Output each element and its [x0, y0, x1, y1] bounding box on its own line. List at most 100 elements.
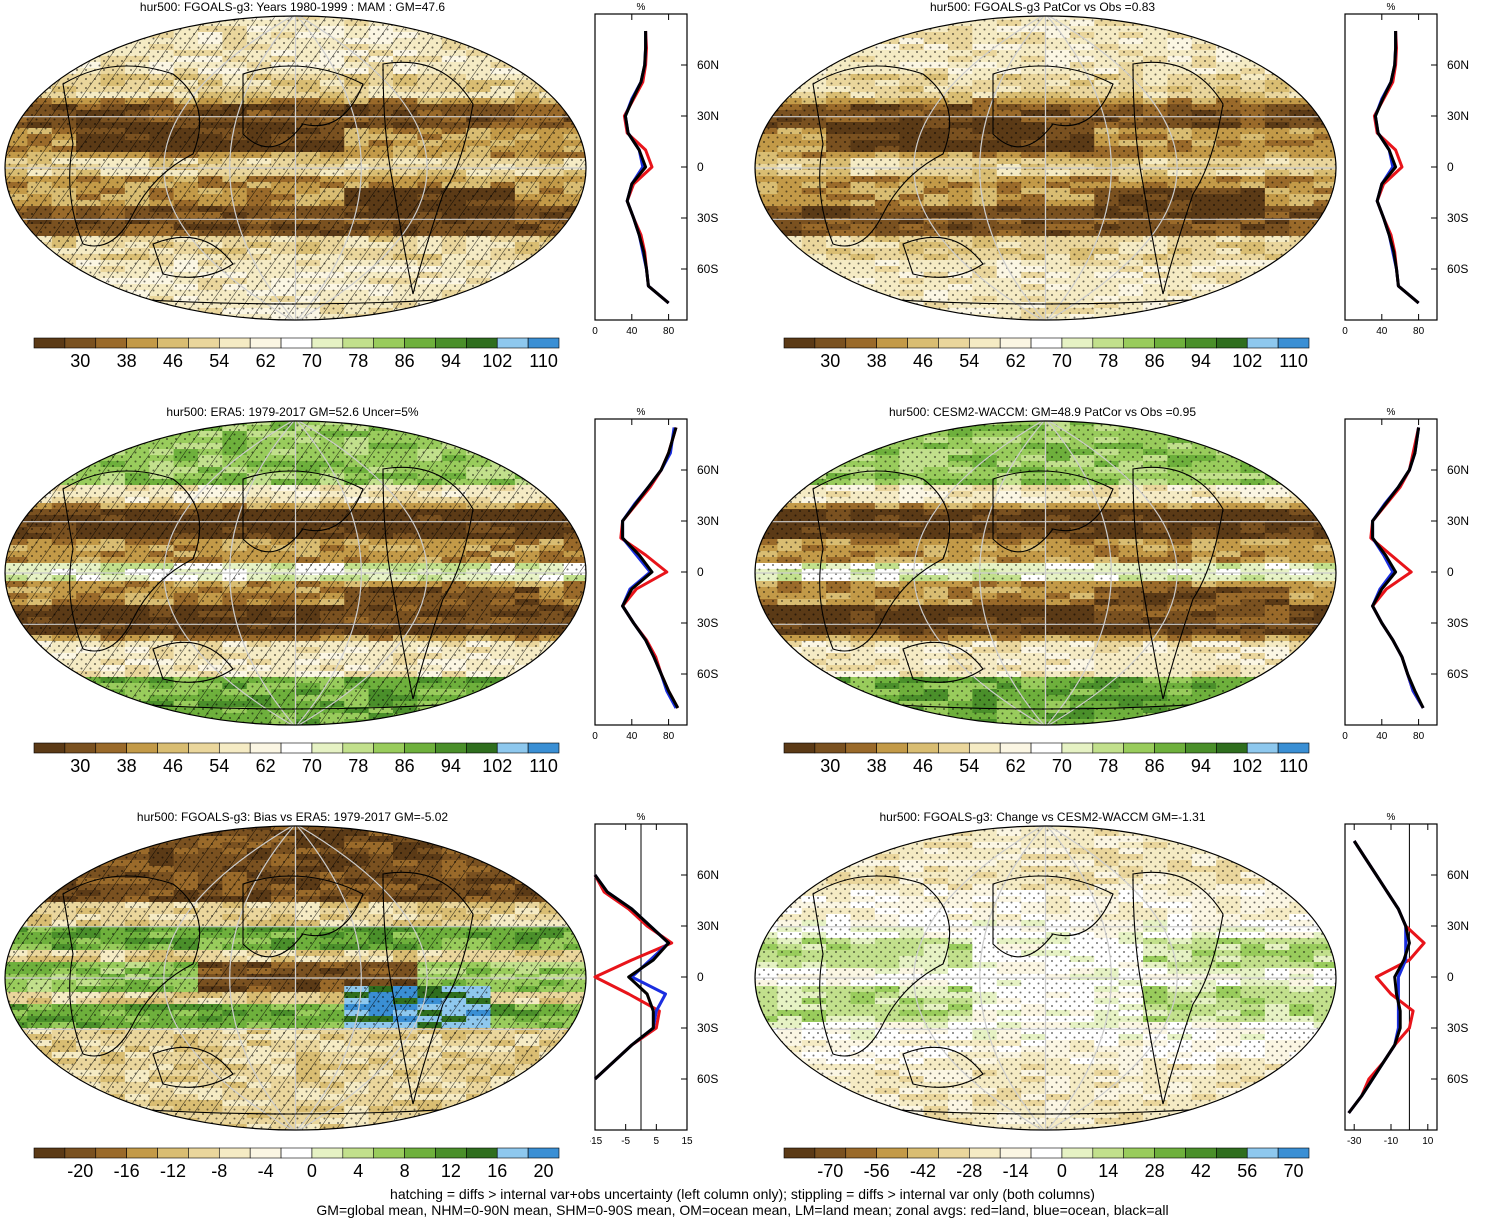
- map-cell: [826, 38, 852, 45]
- map-cell: [755, 509, 779, 516]
- map-cell: [5, 647, 29, 654]
- map-cell: [5, 509, 29, 516]
- map-cell: [539, 290, 565, 297]
- map-cell: [777, 278, 803, 285]
- map-cell: [1289, 290, 1315, 297]
- map-cell: [100, 713, 126, 720]
- x-tick-label: 40: [626, 731, 638, 742]
- map-cell: [27, 671, 53, 678]
- map-cell: [1216, 431, 1242, 438]
- colorbar-swatch: [845, 337, 877, 349]
- map-cell: [51, 32, 78, 39]
- map-cell: [826, 449, 852, 456]
- map-cell: [51, 62, 78, 69]
- map-cell: [27, 266, 53, 273]
- map-cell: [539, 443, 565, 450]
- map-cell: [874, 20, 901, 27]
- map-cell: [51, 278, 78, 285]
- map-cell: [539, 449, 565, 456]
- colorbar-swatch: [968, 337, 1001, 349]
- coastline: [812, 65, 951, 247]
- map-cell: [826, 284, 852, 291]
- map-cell: [1119, 320, 1144, 322]
- colorbar-swatch: [1030, 337, 1063, 349]
- map-cell: [539, 713, 565, 720]
- map-cell: [1313, 92, 1336, 99]
- map-cell: [173, 719, 199, 725]
- map-cell: [899, 20, 925, 27]
- map-cell: [563, 278, 586, 285]
- map-cell: [801, 296, 828, 303]
- map-cell: [27, 38, 53, 45]
- map-cell: [563, 74, 586, 81]
- map-cell: [466, 719, 492, 725]
- map-cell: [27, 44, 53, 51]
- map-cell: [563, 491, 586, 498]
- map-cell: [5, 503, 29, 510]
- map-cell: [5, 74, 29, 81]
- map-cell: [801, 62, 828, 69]
- map-cell: [564, 725, 588, 727]
- map-cell: [76, 16, 102, 21]
- graticule-meridian: [979, 16, 1046, 320]
- colorbar-swatch: [1092, 337, 1125, 349]
- map-cell: [393, 16, 419, 21]
- map-cell: [539, 56, 565, 63]
- map-cell: [320, 320, 345, 322]
- map-cell: [777, 284, 803, 291]
- map-cell: [490, 695, 516, 702]
- map-cell: [247, 320, 272, 322]
- map-cell: [1313, 236, 1336, 243]
- map-cell: [27, 455, 53, 462]
- map-cell: [1191, 308, 1218, 315]
- map-cell: [515, 725, 540, 727]
- map-cell: [755, 68, 779, 75]
- map-cell: [777, 320, 802, 322]
- map-cell: [514, 290, 541, 297]
- map-cell: [466, 701, 492, 708]
- map-cell: [563, 425, 586, 432]
- map-cell: [801, 272, 828, 279]
- map-cell: [539, 659, 565, 666]
- map-cell: [801, 266, 828, 273]
- y-tick-label: 30N: [697, 514, 719, 528]
- robinson-map: [4, 420, 588, 727]
- graticule-meridian: [1045, 16, 1178, 320]
- map-cell: [1313, 302, 1336, 309]
- map-cell: [563, 248, 586, 255]
- panel-title: hur500: FGOALS-g3: Years 1980-1999 : MAM…: [139, 0, 446, 14]
- map-cell: [850, 425, 876, 432]
- map-cell: [539, 16, 565, 21]
- map-cell: [174, 725, 199, 727]
- map-cell: [1167, 16, 1193, 21]
- map-cell: [51, 302, 78, 309]
- map-cell: [100, 707, 126, 714]
- map-cell: [100, 16, 126, 21]
- x-tick-label: 40: [1376, 326, 1388, 337]
- map-cell: [755, 38, 779, 45]
- map-cell: [1143, 16, 1169, 21]
- colorbar-swatch: [249, 337, 282, 349]
- map-cell: [850, 16, 876, 21]
- map-cell: [1216, 32, 1242, 39]
- map-cell: [755, 497, 779, 504]
- graticule-meridian: [163, 421, 296, 725]
- map-cell: [5, 641, 29, 648]
- map-cell: [563, 86, 586, 93]
- map-cell: [1289, 425, 1315, 432]
- map-cell: [514, 455, 541, 462]
- map-cell: [1240, 314, 1266, 320]
- map-cell: [1240, 425, 1266, 432]
- map-cell: [801, 671, 828, 678]
- map-cell: [563, 230, 586, 237]
- map-cell: [27, 425, 53, 432]
- map-cell: [5, 671, 29, 678]
- map-cell: [51, 683, 78, 690]
- map-cell: [1265, 320, 1290, 322]
- map-cell: [417, 314, 443, 320]
- map-cell: [27, 701, 53, 708]
- map-cell: [76, 455, 102, 462]
- map-cell: [490, 421, 516, 426]
- map-cell: [801, 443, 828, 450]
- map-cell: [149, 20, 175, 27]
